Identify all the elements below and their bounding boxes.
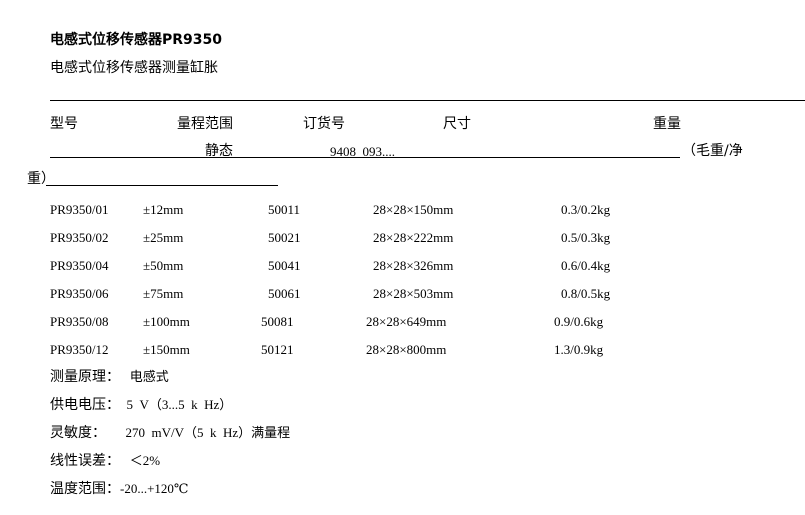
document-title: 电感式位移传感器PR9350 xyxy=(50,32,223,48)
cell-range: ±100mm xyxy=(143,314,190,329)
cell-size: 28×28×222mm xyxy=(373,230,454,245)
header-size: 尺寸 xyxy=(443,116,471,132)
divider xyxy=(46,185,278,186)
divider xyxy=(50,157,680,158)
spec-voltage: 供电电压： 5 V（3...5 k Hz） xyxy=(50,397,233,413)
header-weight: 重量 xyxy=(653,116,681,132)
cell-order: 50121 xyxy=(261,342,294,357)
header-weight-sub2: 重） xyxy=(27,171,55,187)
cell-weight: 0.9/0.6kg xyxy=(554,314,604,329)
cell-range: ±75mm xyxy=(143,286,184,301)
header-range: 量程范围 xyxy=(177,116,233,132)
cell-weight: 0.8/0.5kg xyxy=(561,286,611,301)
spec-sensitivity: 灵敏度： 270 mV/V（5 k Hz）满量程 xyxy=(50,425,291,441)
cell-range: ±50mm xyxy=(143,258,184,273)
cell-weight: 1.3/0.9kg xyxy=(554,342,604,357)
cell-range: ±150mm xyxy=(143,342,190,357)
document-subtitle: 电感式位移传感器测量缸胀 xyxy=(50,60,218,76)
spec-principle: 测量原理： 电感式 xyxy=(50,369,169,385)
header-range-sub: 静态 xyxy=(205,143,233,159)
header-order-sub: 9408 093.... xyxy=(330,144,395,159)
cell-size: 28×28×800mm xyxy=(366,342,447,357)
header-model: 型号 xyxy=(50,116,78,132)
cell-order: 50011 xyxy=(268,202,301,217)
cell-order: 50061 xyxy=(268,286,301,301)
header-order: 订货号 xyxy=(303,116,345,132)
cell-model: PR9350/02 xyxy=(50,230,109,245)
cell-order: 50021 xyxy=(268,230,301,245)
cell-model: PR9350/01 xyxy=(50,202,109,217)
header-weight-sub: （毛重/净 xyxy=(682,143,743,159)
cell-range: ±25mm xyxy=(143,230,184,245)
divider xyxy=(50,100,805,101)
cell-model: PR9350/08 xyxy=(50,314,109,329)
cell-model: PR9350/04 xyxy=(50,258,109,273)
cell-range: ±12mm xyxy=(143,202,184,217)
cell-size: 28×28×503mm xyxy=(373,286,454,301)
spec-linearity: 线性误差： ＜2% xyxy=(50,453,161,469)
cell-model: PR9350/12 xyxy=(50,342,109,357)
cell-size: 28×28×326mm xyxy=(373,258,454,273)
cell-weight: 0.5/0.3kg xyxy=(561,230,611,245)
cell-size: 28×28×150mm xyxy=(373,202,454,217)
cell-model: PR9350/06 xyxy=(50,286,109,301)
cell-order: 50041 xyxy=(268,258,301,273)
cell-size: 28×28×649mm xyxy=(366,314,447,329)
cell-order: 50081 xyxy=(261,314,294,329)
cell-weight: 0.3/0.2kg xyxy=(561,202,611,217)
cell-weight: 0.6/0.4kg xyxy=(561,258,611,273)
spec-temperature: 温度范围：-20...+120℃ xyxy=(50,481,189,497)
